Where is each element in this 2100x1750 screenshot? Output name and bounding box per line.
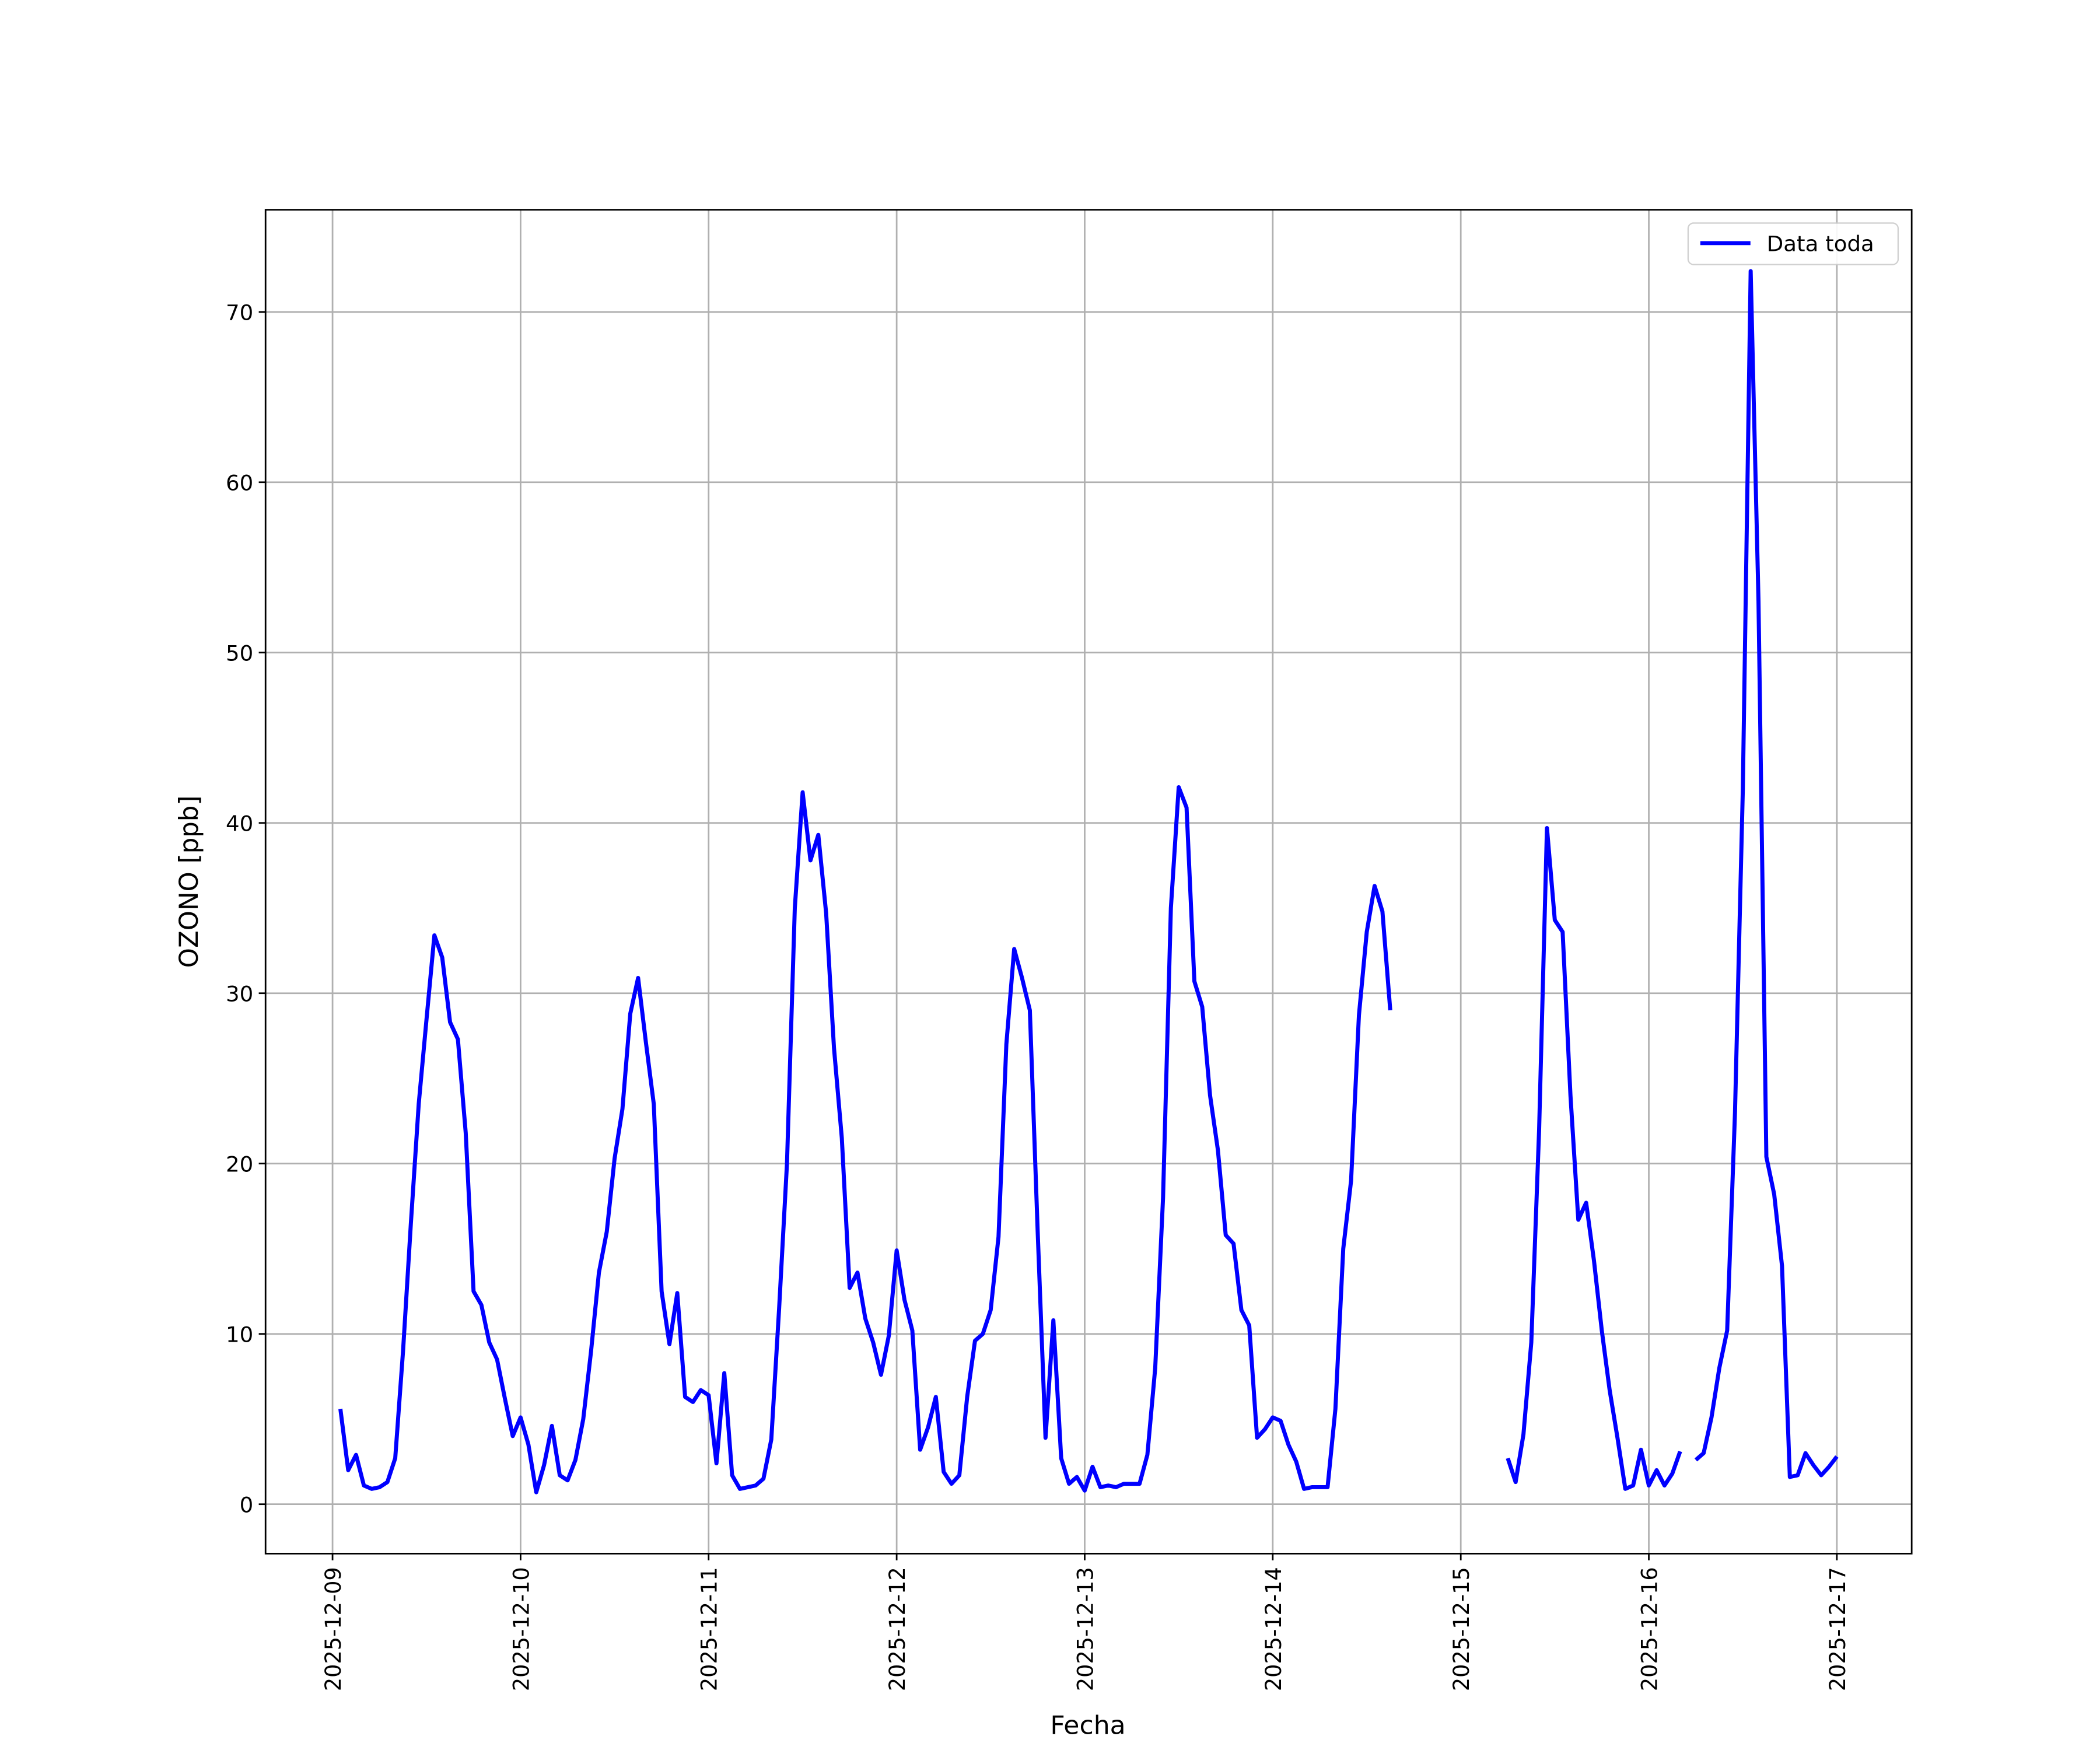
y-tick-label: 60	[226, 471, 253, 496]
x-tick-label: 2025-12-15	[1449, 1567, 1474, 1691]
x-tick-label: 2025-12-17	[1825, 1567, 1850, 1691]
y-tick-label: 70	[226, 300, 253, 326]
x-tick-label: 2025-12-09	[321, 1567, 346, 1691]
x-tick-label: 2025-12-12	[885, 1567, 910, 1691]
x-tick-label: 2025-12-16	[1637, 1567, 1662, 1691]
x-tick-label: 2025-12-14	[1261, 1567, 1286, 1691]
legend: Data toda	[1687, 222, 1899, 265]
plot-area	[338, 269, 1839, 1494]
y-tick-label: 20	[226, 1152, 253, 1177]
y-tick-label: 50	[226, 641, 253, 666]
y-tick-label: 0	[240, 1493, 254, 1518]
y-tick-label: 10	[226, 1322, 253, 1348]
data-line	[338, 269, 1839, 1494]
legend-label: Data toda	[1767, 232, 1874, 257]
legend-box	[1687, 222, 1899, 265]
x-tick-label: 2025-12-11	[696, 1567, 722, 1691]
x-axis-label: Fecha	[1050, 1711, 1125, 1741]
axes: 0 10 20 30 40 50 60 70 2025-12-09 2025-12-10 2025-…	[226, 300, 1850, 1691]
y-tick-label: 40	[226, 811, 253, 836]
y-tick-label: 30	[226, 982, 253, 1007]
x-tick-label: 2025-12-10	[509, 1567, 534, 1691]
axes-frame	[264, 209, 1913, 1555]
x-tick-label: 2025-12-13	[1073, 1567, 1098, 1691]
grid	[265, 209, 1912, 1554]
y-axis-label: OZONO [ppb]	[174, 796, 204, 968]
